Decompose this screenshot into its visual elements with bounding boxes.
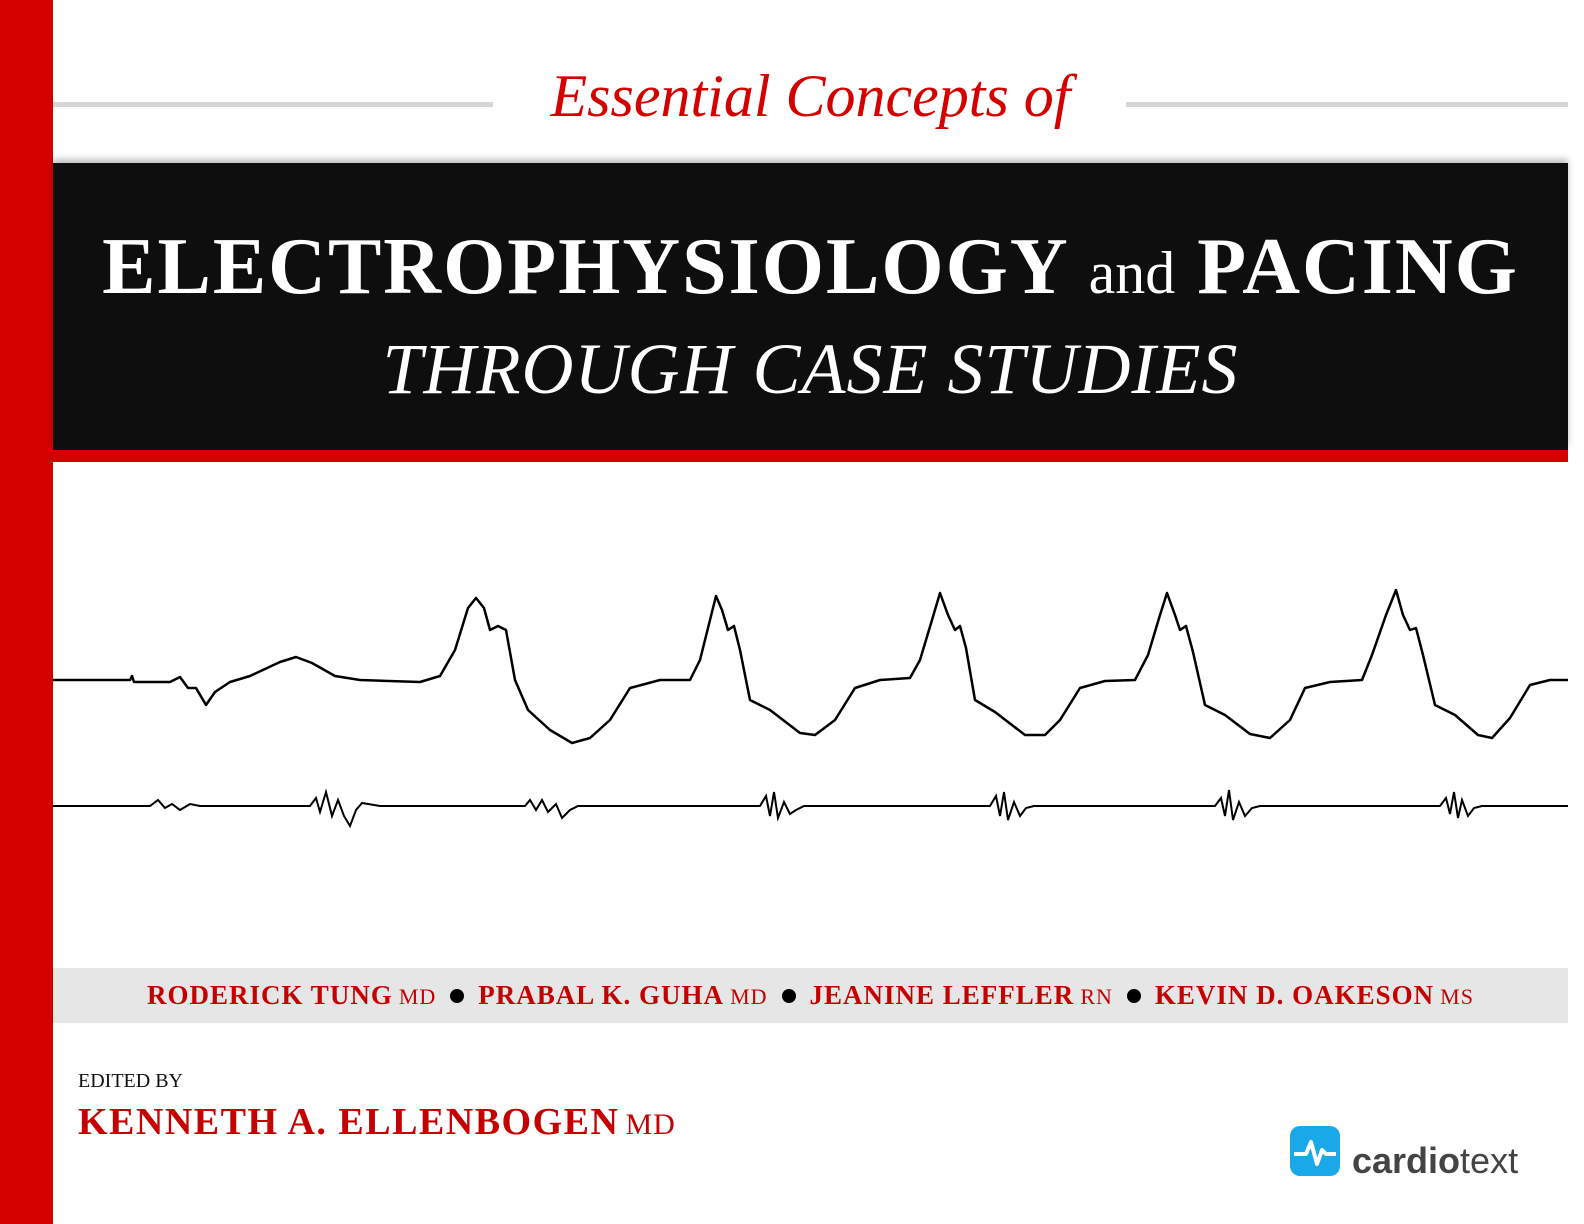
separator: [781, 988, 796, 1003]
editor-name: KENNETH A. ELLENBOGEN: [78, 1101, 620, 1143]
rule: [53, 102, 493, 107]
publisher-logo: cardiotext: [1352, 1140, 1518, 1182]
author: KEVIN D. OAKESON MS: [1155, 980, 1474, 1011]
publisher-part: cardio: [1352, 1140, 1461, 1181]
author: JEANINE LEFFLER RN: [810, 980, 1113, 1011]
title-band: [53, 163, 1568, 450]
separator: [1126, 988, 1141, 1003]
title-word: PACING: [1197, 223, 1519, 311]
author-credential: MD: [398, 984, 437, 1009]
author-name: KEVIN D. OAKESON: [1154, 980, 1435, 1010]
author-name: PRABAL K. GUHA: [478, 980, 725, 1010]
editor: KENNETH A. ELLENBOGEN MD: [78, 1100, 676, 1144]
editor-credential: MD: [625, 1108, 676, 1141]
author-credential: MD: [730, 984, 768, 1009]
author-name: RODERICK TUNG: [147, 980, 393, 1010]
edited-by-label: EDITED BY: [78, 1070, 183, 1092]
subtitle: THROUGH CASE STUDIES: [382, 329, 1239, 409]
separator: [450, 988, 465, 1003]
author-credential: MS: [1440, 984, 1474, 1009]
author-band: RODERICK TUNG MD PRABAL K. GUHA MD JEANINE…: [53, 968, 1568, 1023]
icon-pulse: [1294, 1140, 1336, 1166]
ecg-traces: [53, 588, 1568, 829]
title-joiner: and: [1088, 240, 1176, 306]
red-bar: [0, 0, 53, 1224]
author-name: JEANINE LEFFLER: [809, 980, 1075, 1010]
title-word: ELECTROPHYSIOLOGY: [102, 223, 1067, 311]
main-title: ELECTROPHYSIOLOGY and PACING: [53, 222, 1568, 313]
publisher-icon: [1290, 1126, 1340, 1176]
author-credential: RN: [1080, 984, 1113, 1009]
ecg-trace: [53, 588, 1568, 745]
rule: [1126, 102, 1568, 107]
series-title: Essential Concepts of: [550, 63, 1071, 129]
red-line: [53, 450, 1568, 462]
author: RODERICK TUNG MD: [147, 980, 436, 1011]
author: PRABAL K. GUHA MD: [478, 980, 767, 1011]
publisher-part: text: [1460, 1140, 1519, 1181]
ecg-trace: [53, 788, 1568, 829]
